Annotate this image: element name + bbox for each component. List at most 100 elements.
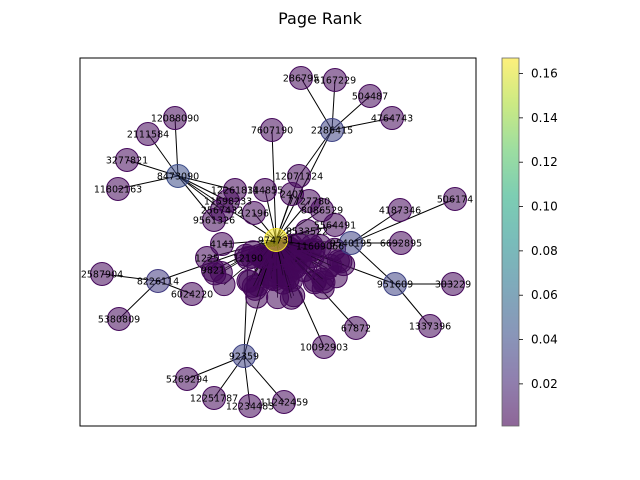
graph-node [115,148,139,172]
graph-node [202,208,226,232]
colorbar-tick-label: 0.16 [531,67,558,81]
graph-node [289,66,313,90]
node-label: 7727780 [288,197,330,208]
graph-node [180,282,204,306]
graph-node [389,231,413,255]
colorbar-tick-label: 0.14 [531,111,558,125]
graph-node [308,234,332,258]
node-label: 9540195 [330,239,372,250]
graph-node [344,316,368,340]
graph-node [232,344,256,368]
colorbar-tick-label: 0.08 [531,244,558,258]
node-label: 67872 [341,324,371,335]
graph-node [146,269,170,293]
node-label: 2567432 [201,206,243,217]
colorbar-tick-label: 0.06 [531,288,558,302]
node-label: 12088090 [151,114,199,125]
node-label: 504487 [352,92,388,103]
cluster-node [311,267,335,291]
node-label: 12071124 [275,172,323,183]
graph-node [443,187,467,211]
graph-node [166,164,190,188]
chart-title: Page Rank [278,9,363,28]
graph-node [175,367,199,391]
node-label: 9561326 [193,216,235,227]
node-label: 506174 [437,195,473,206]
node-label: 92359 [229,352,259,363]
node-label: 951609 [377,280,413,291]
node-label: 8473090 [157,172,199,183]
graph-node [441,272,465,296]
graph-node [202,386,226,410]
node-label: 12234483 [226,402,274,413]
node-label: 1225 [195,254,219,265]
graph-node [136,122,160,146]
graph-node [260,118,284,142]
node-label: 12190 [233,254,263,265]
graph-node [90,262,114,286]
node-label: 974731 [258,236,294,247]
node-label: 2111584 [127,130,169,141]
graph-node [107,307,131,331]
node-label: 11802163 [94,185,142,196]
node-label: 4764743 [371,114,413,125]
cluster-node [245,285,269,309]
colorbar-ticks: 0.02 0.04 0.06 0.08 0.10 0.12 0.14 0.16 [519,67,558,391]
graph-node [242,201,266,225]
node-label: 11242459 [260,398,308,409]
graph-node [280,182,304,206]
graph-node [380,106,404,130]
node-label: 6024220 [171,290,213,301]
graph-node [272,390,296,414]
node-label: 7607190 [251,126,293,137]
colorbar-tick-label: 0.02 [531,377,558,391]
node-label: 12196 [239,209,269,220]
node-label: 12251787 [190,394,238,405]
node-label: 5380809 [98,315,140,326]
node-label: 6167229 [314,76,356,87]
graph-node [106,177,130,201]
graph-node [358,84,382,108]
graph-node [383,272,407,296]
node-label: 5564491 [314,221,356,232]
node-label: 12261834 [211,186,259,197]
graph-node [312,335,336,359]
graph-node [418,314,442,338]
node-label: 2407 [280,190,304,201]
node-label: 1337396 [409,322,451,333]
graph-node [323,213,347,237]
node-label: 2587904 [81,270,123,281]
graph-node [388,198,412,222]
colorbar-tick-label: 0.12 [531,155,558,169]
node-label: 8533522 [286,227,328,238]
node-label: 11609066 [296,242,344,253]
node-label: 8086529 [301,206,343,217]
node-label: 4141 [210,240,234,251]
graph-node [163,106,187,130]
node-label: 114855 [247,186,283,197]
graph-node [339,231,363,255]
graph-nodes: 974731 8473090 2286415 8226114 92359 951609 95… [81,66,473,418]
graph-node [210,232,234,256]
node-label: 286795 [283,74,319,85]
colorbar-tick-label: 0.10 [531,200,558,214]
cluster-node [266,286,290,310]
node-label: 6692895 [380,239,422,250]
node-label: 8226114 [137,277,179,288]
graph-node [320,118,344,142]
colorbar-tick-label: 0.04 [531,333,558,347]
cluster-node [271,263,295,287]
node-label: 4187346 [379,206,421,217]
colorbar [501,57,520,427]
graph-node [238,394,262,418]
node-label: 3277821 [106,156,148,167]
network-graph: 974731 8473090 2286415 8226114 92359 951609 95… [81,66,473,418]
node-label: 5269294 [166,375,208,386]
node-label: 2286415 [311,126,353,137]
node-label: 10092903 [300,343,348,354]
node-label: 11598233 [204,197,252,208]
graph-node [264,228,288,252]
graph-node [236,246,260,270]
graph-node [323,68,347,92]
